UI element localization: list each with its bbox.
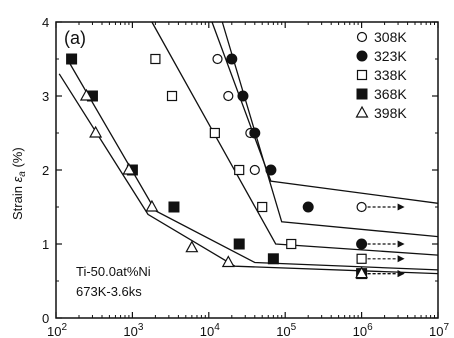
point-338k-5 <box>286 238 297 250</box>
legend-marker-308k <box>356 31 368 43</box>
fit-line-338k <box>151 21 439 256</box>
point-338k-2 <box>209 127 220 139</box>
point-338k-1 <box>166 90 178 102</box>
annotation-alloy: Ti-50.0at%Ni <box>76 264 151 279</box>
point-398k-3 <box>145 199 159 212</box>
x-tick-label-7: 107 <box>429 322 449 338</box>
legend-label-323k: 323K <box>374 48 407 64</box>
point-323k-0 <box>226 53 238 65</box>
legend-marker-398k <box>355 105 369 118</box>
x-tick-label-3: 103 <box>123 322 143 338</box>
point-308k-1 <box>223 90 234 102</box>
y-tick-label-1: 1 <box>42 237 49 252</box>
point-338k-3 <box>234 164 245 176</box>
point-338k-0 <box>150 53 161 65</box>
point-338k-4 <box>257 201 268 213</box>
point-398k-1 <box>89 125 103 138</box>
point-308k-4 <box>356 201 367 213</box>
point-398k-4 <box>185 240 199 253</box>
point-323k-5 <box>356 238 368 250</box>
panel-label: (a) <box>64 28 86 48</box>
point-308k-3 <box>249 164 260 176</box>
x-tick-label-4: 104 <box>200 322 220 338</box>
fit-line-398k <box>58 73 439 275</box>
point-368k-3 <box>168 201 180 213</box>
x-tick-label-5: 105 <box>276 322 296 338</box>
y-tick-label-0: 0 <box>42 311 49 326</box>
point-398k-6 <box>355 266 369 279</box>
runout-arrowhead-398k <box>397 270 405 278</box>
fit-line-368k <box>66 58 439 271</box>
annotation-heat-treatment: 673K-3.6ks <box>76 284 142 299</box>
runout-arrows <box>367 203 405 278</box>
point-368k-0 <box>66 53 78 65</box>
legend-label-338k: 338K <box>374 67 407 83</box>
point-398k-2 <box>122 162 136 175</box>
legend-label-398k: 398K <box>374 105 407 121</box>
legend-marker-368k <box>356 88 368 100</box>
fit-line-323k <box>221 21 439 238</box>
data-points <box>66 53 369 280</box>
fit-line-308k <box>211 21 439 204</box>
y-tick-label-2: 2 <box>42 163 49 178</box>
point-338k-6 <box>356 253 367 264</box>
runout-arrowhead-323k <box>397 240 405 248</box>
legend-label-368k: 368K <box>374 86 407 102</box>
point-368k-5 <box>267 253 279 265</box>
legend-marker-323k <box>356 50 368 62</box>
legend: 308K 323K 338K 368K 398K <box>355 29 407 121</box>
y-tick-label-3: 3 <box>42 89 49 104</box>
x-tick-label-2: 102 <box>47 322 67 338</box>
legend-label-308k: 308K <box>374 29 407 45</box>
y-axis-label: Strain εa (%) <box>10 147 28 220</box>
runout-arrowhead-338k <box>397 255 405 263</box>
point-323k-2 <box>249 127 261 139</box>
point-398k-5 <box>221 255 235 268</box>
x-tick-label-6: 106 <box>353 322 373 338</box>
point-308k-0 <box>212 53 223 65</box>
fit-lines <box>58 21 439 275</box>
point-323k-1 <box>237 90 249 102</box>
point-368k-4 <box>233 238 245 250</box>
point-398k-0 <box>79 88 93 101</box>
point-323k-4 <box>302 201 314 213</box>
point-323k-3 <box>265 164 277 176</box>
y-tick-label-4: 4 <box>42 15 49 30</box>
runout-arrowhead-308k <box>397 203 405 211</box>
axis-ticks: 102 103 104 105 106 107 0 1 2 3 4 <box>42 15 449 338</box>
legend-marker-338k <box>356 69 368 81</box>
